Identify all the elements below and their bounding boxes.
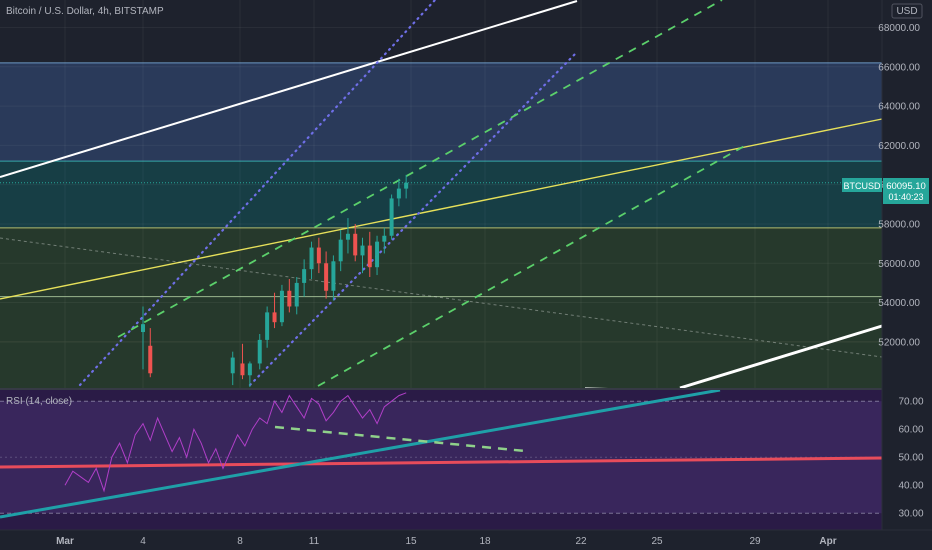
candle-body bbox=[230, 357, 235, 374]
candle-body bbox=[272, 312, 277, 323]
channel-lower-dotted bbox=[248, 50, 579, 387]
rsi-tick-label: 60.00 bbox=[898, 425, 923, 436]
time-tick-label: 25 bbox=[651, 536, 663, 547]
candle-body bbox=[360, 245, 365, 256]
candle-body bbox=[279, 290, 284, 323]
currency-text: USD bbox=[896, 6, 917, 17]
rsi-lines bbox=[0, 388, 883, 519]
candle-body bbox=[316, 247, 321, 264]
rsi-tick-label: 40.00 bbox=[898, 481, 923, 492]
price-tick-label: 52000.00 bbox=[878, 337, 920, 348]
price-tick-label: 66000.00 bbox=[878, 62, 920, 73]
price-tick-label: 64000.00 bbox=[878, 102, 920, 113]
candle-body bbox=[404, 182, 409, 189]
candle-body bbox=[331, 261, 336, 291]
price-zone bbox=[0, 227, 882, 297]
trendline-white-thick bbox=[679, 324, 883, 390]
candle-body bbox=[375, 241, 380, 268]
candle-body bbox=[382, 235, 387, 242]
trendline-yellow bbox=[0, 118, 883, 300]
rsi-tick-label: 70.00 bbox=[898, 397, 923, 408]
symbol-badge bbox=[842, 178, 882, 192]
time-tick-label: 22 bbox=[575, 536, 587, 547]
candle-body bbox=[148, 345, 153, 374]
trendline-white bbox=[0, 0, 578, 178]
symbol-title[interactable]: Bitcoin / U.S. Dollar, 4h, BITSTAMP bbox=[6, 6, 164, 17]
currency-box bbox=[891, 3, 923, 19]
current-price: 60095.10 bbox=[886, 181, 926, 192]
price-tick-label: 54000.00 bbox=[878, 298, 920, 309]
candle-body bbox=[367, 245, 372, 268]
time-tick-label: 8 bbox=[237, 536, 243, 547]
time-tick-label: Mar bbox=[56, 536, 74, 547]
price-zone bbox=[0, 296, 882, 389]
time-tick-label: 11 bbox=[309, 536, 320, 547]
candles bbox=[141, 174, 409, 388]
price-tick-label: 58000.00 bbox=[878, 219, 920, 230]
rsi-tick-label: 50.00 bbox=[898, 453, 923, 464]
rsi-series bbox=[64, 392, 407, 493]
candle-body bbox=[257, 339, 262, 364]
bar-countdown: 01:40:23 bbox=[888, 192, 923, 202]
candle-body bbox=[389, 198, 394, 236]
rsi-panel[interactable]: RSI (14, close) bbox=[0, 388, 883, 530]
price-zones bbox=[0, 62, 882, 389]
price-tick-label: 56000.00 bbox=[878, 259, 920, 270]
axis-background bbox=[882, 0, 932, 530]
rsi-band-fill bbox=[0, 401, 882, 514]
rsi-tick-label: 30.00 bbox=[898, 509, 923, 520]
candle-body bbox=[302, 269, 307, 283]
rsi-trendline-red bbox=[0, 456, 883, 469]
time-tick-label: 18 bbox=[479, 536, 491, 547]
time-tick-label: 15 bbox=[405, 536, 417, 547]
price-value-badge bbox=[883, 178, 929, 204]
candle-body bbox=[247, 363, 252, 376]
candle-body bbox=[345, 233, 350, 240]
candle-body bbox=[294, 282, 299, 307]
price-tick-label: 62000.00 bbox=[878, 141, 920, 152]
time-tick-label: Apr bbox=[819, 536, 836, 547]
candle-body bbox=[396, 188, 401, 199]
candle-body bbox=[309, 247, 314, 270]
candle-body bbox=[240, 363, 245, 376]
time-axis[interactable]: Mar 4 8 11 15 18 22 25 29 Apr bbox=[0, 529, 932, 550]
price-axis[interactable]: 52000.0054000.0056000.0058000.0060000.00… bbox=[878, 0, 932, 550]
candle-body bbox=[265, 312, 270, 340]
rsi-axis[interactable]: 30.00 40.00 50.00 60.00 70.00 bbox=[898, 397, 923, 520]
candle-body bbox=[141, 324, 145, 333]
rsi-bands bbox=[0, 400, 882, 514]
candle-body bbox=[324, 263, 329, 291]
symbol-badge-text: BTCUSD bbox=[843, 181, 881, 191]
price-zone bbox=[0, 62, 882, 162]
price-tick-label: 68000.00 bbox=[878, 23, 920, 34]
time-tick-label: 4 bbox=[140, 536, 146, 547]
channel-upper-dashed bbox=[117, 0, 723, 338]
time-tick-label: 29 bbox=[749, 536, 761, 547]
trendline-grey-dashed bbox=[0, 237, 883, 358]
candle-body bbox=[338, 239, 343, 262]
rsi-label: RSI (14, close) bbox=[6, 396, 72, 407]
price-badge[interactable]: BTCUSD 60095.10 01:40:23 bbox=[842, 178, 929, 204]
rsi-trendline-teal bbox=[0, 388, 721, 519]
currency-label[interactable]: USD bbox=[891, 3, 923, 19]
candle-body bbox=[353, 233, 358, 256]
time-axis-background bbox=[0, 530, 932, 550]
price-zone bbox=[0, 161, 882, 228]
channel-lower-dashed bbox=[317, 143, 749, 387]
candle-body bbox=[287, 290, 292, 307]
rsi-trendline-dashed bbox=[274, 425, 526, 453]
